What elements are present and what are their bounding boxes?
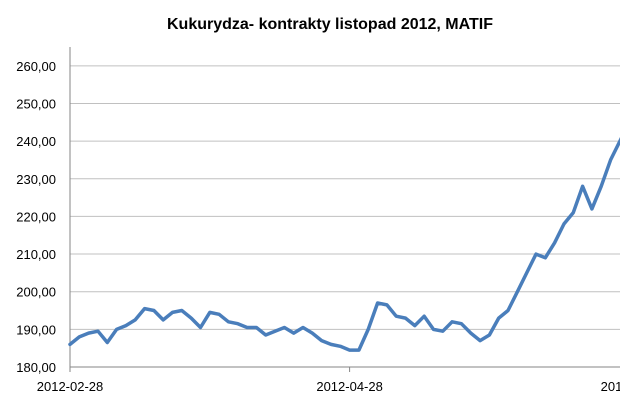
y-tick-label: 260,00 xyxy=(16,59,56,74)
y-axis: 180,00 190,00 200,00 210,00 220,00 230,00 240,… xyxy=(16,47,71,375)
y-tick-label: 220,00 xyxy=(16,209,56,224)
y-tick-label: 200,00 xyxy=(16,285,56,300)
y-tick-label: 210,00 xyxy=(16,247,56,262)
grid-lines xyxy=(70,65,620,330)
y-tick-label: 230,00 xyxy=(16,172,56,187)
y-tick-label: 240,00 xyxy=(16,134,56,149)
x-tick-label: 2012-06-28 xyxy=(601,379,620,394)
y-tick-label: 180,00 xyxy=(16,360,56,375)
series-layer xyxy=(68,136,620,352)
y-tick-label: 190,00 xyxy=(16,322,56,337)
x-tick-label: 2012-02-28 xyxy=(37,379,104,394)
x-tick-label: 2012-04-28 xyxy=(316,379,383,394)
y-tick-label: 250,00 xyxy=(16,96,56,111)
price-line xyxy=(68,136,620,352)
chart-title: Kukurydza- kontrakty listopad 2012, MATI… xyxy=(167,16,493,33)
